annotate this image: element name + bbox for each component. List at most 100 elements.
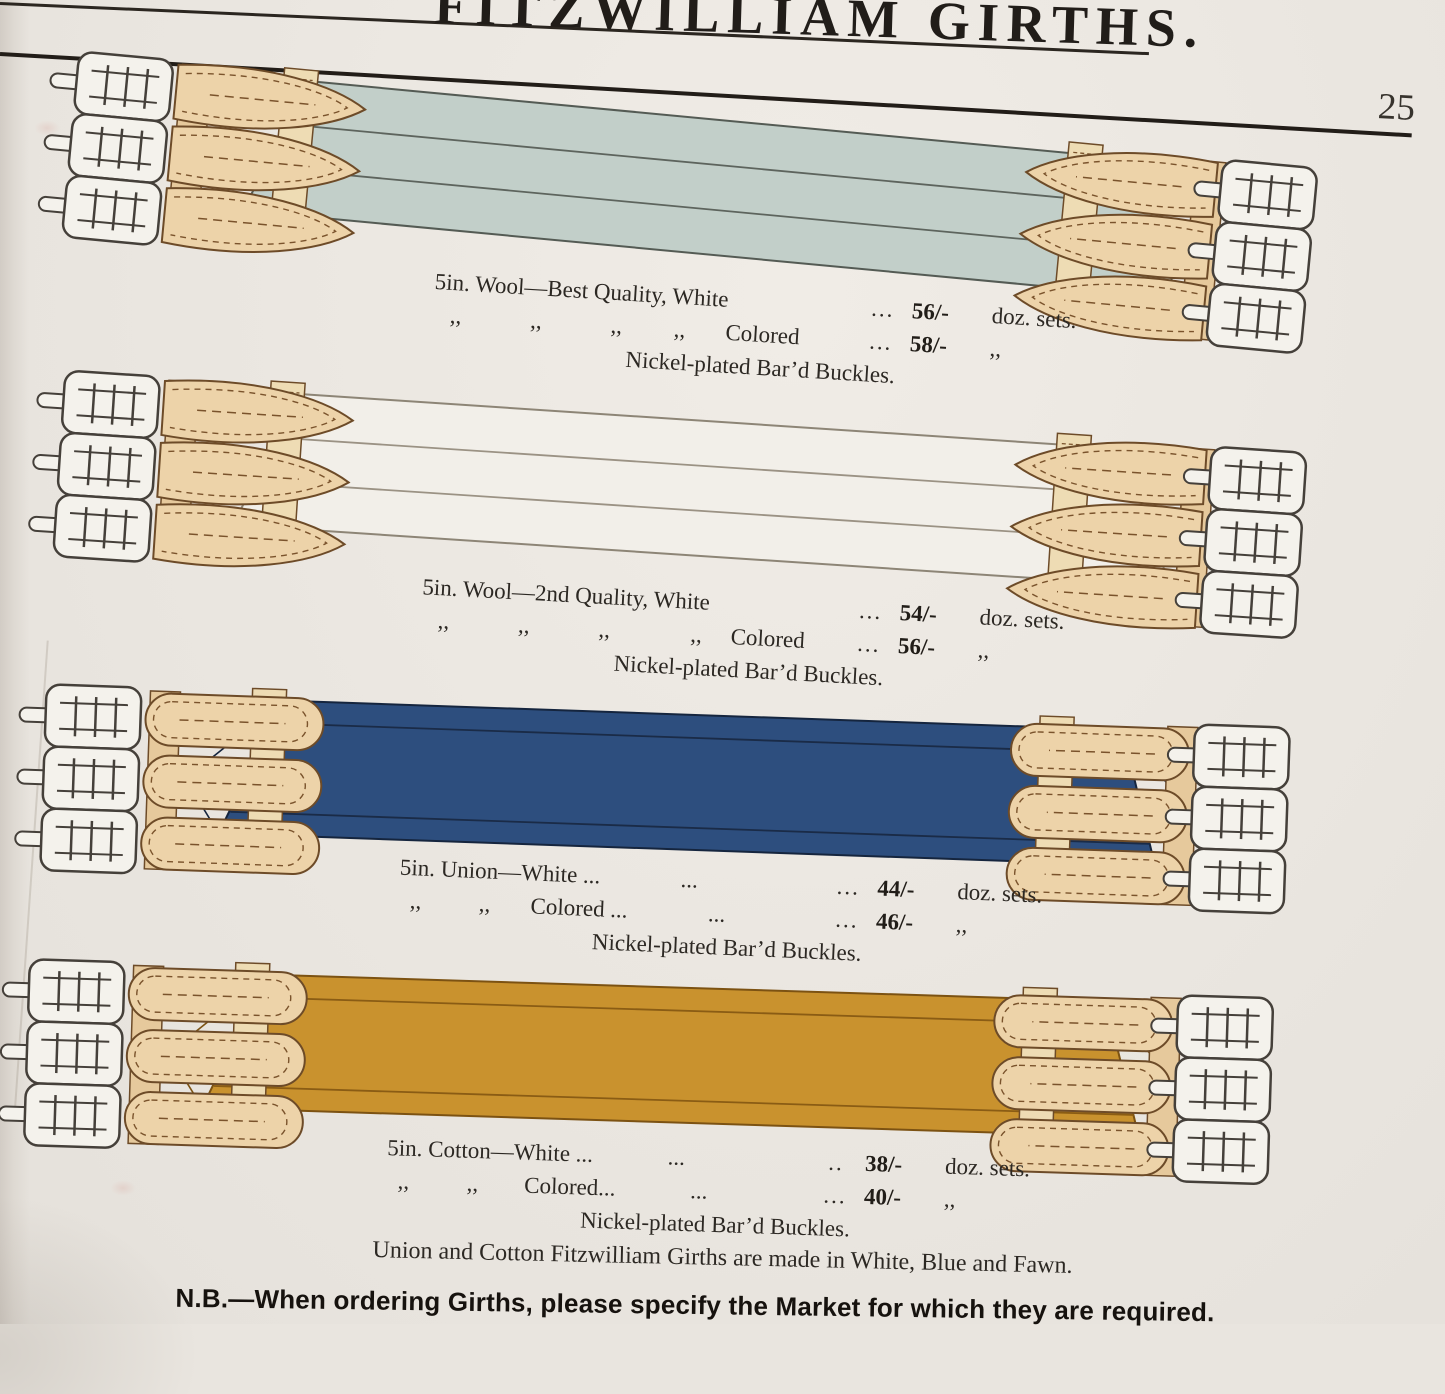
chape-center-stitch [162,993,269,999]
chape-center-stitch [1028,1144,1135,1150]
buckle-slot [42,1002,111,1007]
chape-center-stitch [1064,299,1170,311]
chape-center-stitch [188,533,295,542]
price: 58/- [909,331,948,359]
buckle-slot [1221,327,1290,336]
buckle-icon [1187,847,1287,915]
chape-pointed [156,441,351,506]
buckle-slot [78,388,147,395]
band-seam-line [256,480,1159,543]
chape-stitching [1031,449,1199,497]
buckle-slot [74,450,143,457]
chape-center-stitch [1032,1020,1139,1026]
buckle-slot [76,414,145,421]
buckle-slot [79,193,148,202]
chape-stitching [161,512,328,560]
band-seam-line [272,722,1132,755]
buckle-icon [41,745,141,813]
chape-stitching [170,196,337,245]
chape-pointed [1013,441,1208,506]
chape-stitching [1031,283,1198,333]
chape-stitching [169,388,337,436]
chape-center-stitch [177,781,284,787]
chape-stitching [134,1037,290,1079]
buckle-icon [1199,569,1299,639]
price-unit: doz. sets. [978,604,1066,634]
buckle-slot [1187,1136,1256,1141]
price-unit: ,, [955,911,968,938]
page-number: 25 [1376,86,1417,129]
buckle-icon [43,683,143,751]
buckle-slot [1227,265,1296,274]
chape-stitching [152,700,309,743]
buckle-icon [1211,221,1312,292]
chape-center-stitch [1075,176,1182,188]
chape-stitching [1027,511,1195,559]
buckle-slot [40,1064,109,1069]
buckle-slot [41,1038,110,1043]
buckle-slot [1223,301,1292,310]
chape-round [1009,722,1190,782]
buckle-icon [1175,994,1275,1062]
chape-round [142,754,323,814]
dot-leader: .. [828,1149,845,1176]
dot-leader: ... [858,597,884,625]
buckle-slot [56,789,125,795]
ink-smudge [34,120,60,136]
chape-center-stitch [179,719,286,725]
price: 56/- [911,298,950,326]
price-unit: ,, [977,637,991,663]
chape-stitching [176,134,343,184]
dot-leader: ... [856,630,882,658]
buckle-slot [1207,767,1276,773]
buckle-slot [43,976,112,981]
buckle-slot [1232,203,1301,213]
chape-center-stitch [1030,1082,1137,1088]
chape-stitching [148,824,304,867]
buckle-icon [73,51,174,123]
chape-round [993,994,1174,1053]
girth-band [217,699,1157,868]
chape-stitching [165,450,333,498]
buckle-slot [59,727,128,733]
buckle-icon [1173,1056,1273,1124]
chape-center-stitch [198,217,304,230]
dot-leader: ... [834,906,860,933]
chape-pointed [172,63,367,130]
buckle-slot [57,763,126,769]
buckle-slot [38,1126,107,1131]
buckle-slot [72,476,141,483]
buckle-icon [1189,785,1289,853]
buckle-slot [1189,1074,1258,1079]
buckle-slot [55,825,124,831]
buckle-icon [1217,159,1318,231]
chape-pointed [152,503,347,568]
chape-pointed [1009,503,1204,568]
chape-center-stitch [1070,237,1176,250]
price: 56/- [897,633,936,660]
price: 40/- [863,1183,902,1211]
girth-band [200,973,1141,1139]
buckle-slot [1216,588,1285,595]
dot-leader: ... [823,1182,848,1209]
buckle-icon [61,174,163,246]
buckle-slot [1224,464,1293,471]
buckle-slot [91,69,160,79]
buckle-slot [1203,865,1273,871]
band-seam-line [213,1085,1134,1116]
buckle-slot [1203,891,1272,897]
band-seam-line [255,996,1116,1026]
price-unit: ,, [989,335,1003,362]
buckle-icon [1192,723,1291,791]
chape-center-stitch [197,409,303,419]
chape-center-stitch [1056,590,1163,600]
band-seam-line [230,810,1150,845]
chape-pointed [1024,152,1219,218]
chape-round [127,967,308,1026]
buckle-slot [60,701,129,707]
chape-center-stitch [1046,811,1153,817]
chape-stitching [136,975,292,1017]
price-unit: ,, [943,1186,956,1212]
chape-center-stitch [1044,873,1151,879]
chape-center-stitch [158,1117,265,1123]
